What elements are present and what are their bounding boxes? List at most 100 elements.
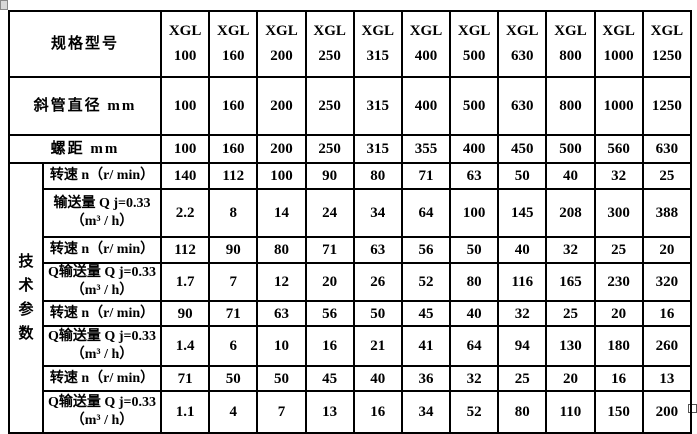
value-cell: 80 [497, 390, 548, 434]
value-cell: 116 [497, 261, 548, 303]
value-cell: 160 [208, 134, 259, 164]
row-label-speed-3: 转速 n（r/ min） [41, 300, 163, 328]
table-row-capacity-4: Q输送量 Q j=0.33 （m³ / h） 1.1 4 7 13 16 34 52 80 11… [9, 390, 693, 434]
value-cell: 40 [497, 236, 548, 264]
value-cell: 20 [641, 236, 693, 264]
value-cell: 90 [304, 162, 355, 190]
table-row-speed-3: 转速 n（r/ min） 90 71 63 56 50 45 40 32 25 20 16 [9, 300, 693, 328]
value-cell: 100 [256, 162, 307, 190]
value-cell: 16 [352, 390, 403, 434]
tech-group-char: 术 [18, 277, 34, 294]
value-cell: 32 [449, 365, 500, 393]
value-cell: 34 [352, 188, 403, 238]
tech-group-label: 技术参数 [8, 161, 44, 434]
value-cell: 630 [641, 134, 693, 164]
model-cell: XGL 1250 [641, 10, 693, 78]
row-label-text: Q输送量 Q j=0.33 [48, 329, 156, 345]
value-cell: 1.4 [160, 325, 211, 368]
model-cell: XGL 160 [208, 10, 259, 78]
value-cell: 100 [449, 188, 500, 238]
row-label-pitch: 螺距 mm [7, 134, 163, 164]
table-row-diameter: 斜管直径 mm 100 160 200 250 315 400 500 630 800 1000 1… [7, 76, 693, 136]
value-cell: 4 [208, 390, 259, 434]
model-cell: XGL 315 [352, 10, 403, 78]
row-label-unit: （m³ / h） [70, 283, 134, 299]
row-label-capacity-1: 输送量 Q j=0.33 （m³ / h） [41, 188, 163, 238]
value-cell: 20 [545, 365, 596, 393]
value-cell: 1000 [593, 76, 644, 136]
value-cell: 7 [208, 261, 259, 303]
value-cell: 71 [160, 365, 211, 393]
row-label-diameter: 斜管直径 mm [7, 76, 163, 136]
value-cell: 16 [641, 300, 693, 328]
value-cell: 24 [304, 188, 355, 238]
value-cell: 160 [208, 76, 259, 136]
value-cell: 200 [256, 134, 307, 164]
value-cell: 500 [545, 134, 596, 164]
row-label-speed-2: 转速 n（r/ min） [41, 236, 163, 264]
value-cell: 355 [400, 134, 452, 164]
value-cell: 71 [208, 300, 259, 328]
value-cell: 315 [352, 76, 403, 136]
value-cell: 52 [400, 261, 452, 303]
value-cell: 52 [449, 390, 500, 434]
value-cell: 71 [304, 236, 355, 264]
value-cell: 26 [352, 261, 403, 303]
value-cell: 300 [593, 188, 644, 238]
value-cell: 25 [641, 162, 693, 190]
model-cell: XGL 250 [304, 10, 355, 78]
value-cell: 12 [256, 261, 307, 303]
value-cell: 40 [545, 162, 596, 190]
value-cell: 56 [400, 236, 452, 264]
table-row-speed-1: 技术参数 转速 n（r/ min） 140 112 100 90 80 71 63 50 40 3… [8, 161, 693, 434]
value-cell: 315 [352, 134, 403, 164]
value-cell: 110 [545, 390, 596, 434]
tech-group-chars: 技术参数 [11, 253, 41, 342]
value-cell: 21 [352, 325, 403, 368]
value-cell: 25 [497, 365, 548, 393]
value-cell: 80 [352, 162, 403, 190]
value-cell: 50 [497, 162, 548, 190]
value-cell: 500 [449, 76, 500, 136]
value-cell: 45 [304, 365, 355, 393]
value-cell: 250 [304, 76, 355, 136]
value-cell: 71 [400, 162, 452, 190]
value-cell: 450 [497, 134, 548, 164]
row-label-capacity-4: Q输送量 Q j=0.33 （m³ / h） [41, 390, 163, 434]
value-cell: 13 [304, 390, 355, 434]
row-label-unit: （m³ / h） [70, 347, 134, 363]
row-label-unit: （m³ / h） [70, 214, 134, 229]
header-label: 规格型号 [7, 10, 163, 78]
value-cell: 20 [593, 300, 644, 328]
table-row-capacity-2: Q输送量 Q j=0.33 （m³ / h） 1.7 7 12 20 26 52 80 116… [9, 261, 693, 303]
value-cell: 20 [304, 261, 355, 303]
value-cell: 180 [593, 325, 644, 368]
tech-group-char: 技 [18, 253, 34, 270]
value-cell: 112 [208, 162, 259, 190]
model-cell: XGL 200 [256, 10, 307, 78]
table-row-speed-2: 转速 n（r/ min） 112 90 80 71 63 56 50 40 32 25 20 [9, 236, 693, 264]
value-cell: 100 [160, 76, 211, 136]
table-row-speed-4: 转速 n（r/ min） 71 50 50 45 40 36 32 25 20 16 13 [9, 365, 693, 393]
value-cell: 63 [256, 300, 307, 328]
row-label-text: 转速 n（r/ min） [49, 370, 155, 386]
table-move-handle[interactable] [0, 0, 8, 10]
row-label-text: 转速 n（r/ min） [49, 167, 155, 183]
value-cell: 388 [641, 188, 693, 238]
value-cell: 45 [400, 300, 452, 328]
value-cell: 94 [497, 325, 548, 368]
value-cell: 90 [160, 300, 211, 328]
model-cell: XGL 630 [497, 10, 548, 78]
tech-group-char: 数 [18, 325, 34, 342]
row-label-text: 输送量 Q j=0.33 [53, 195, 151, 211]
model-cell: XGL 500 [449, 10, 500, 78]
value-cell: 16 [304, 325, 355, 368]
value-cell: 1.7 [160, 261, 211, 303]
row-label-capacity-2: Q输送量 Q j=0.33 （m³ / h） [41, 261, 163, 303]
row-label-text: 转速 n（r/ min） [49, 241, 155, 257]
value-cell: 320 [641, 261, 693, 303]
value-cell: 6 [208, 325, 259, 368]
value-cell: 7 [256, 390, 307, 434]
value-cell: 34 [400, 390, 452, 434]
